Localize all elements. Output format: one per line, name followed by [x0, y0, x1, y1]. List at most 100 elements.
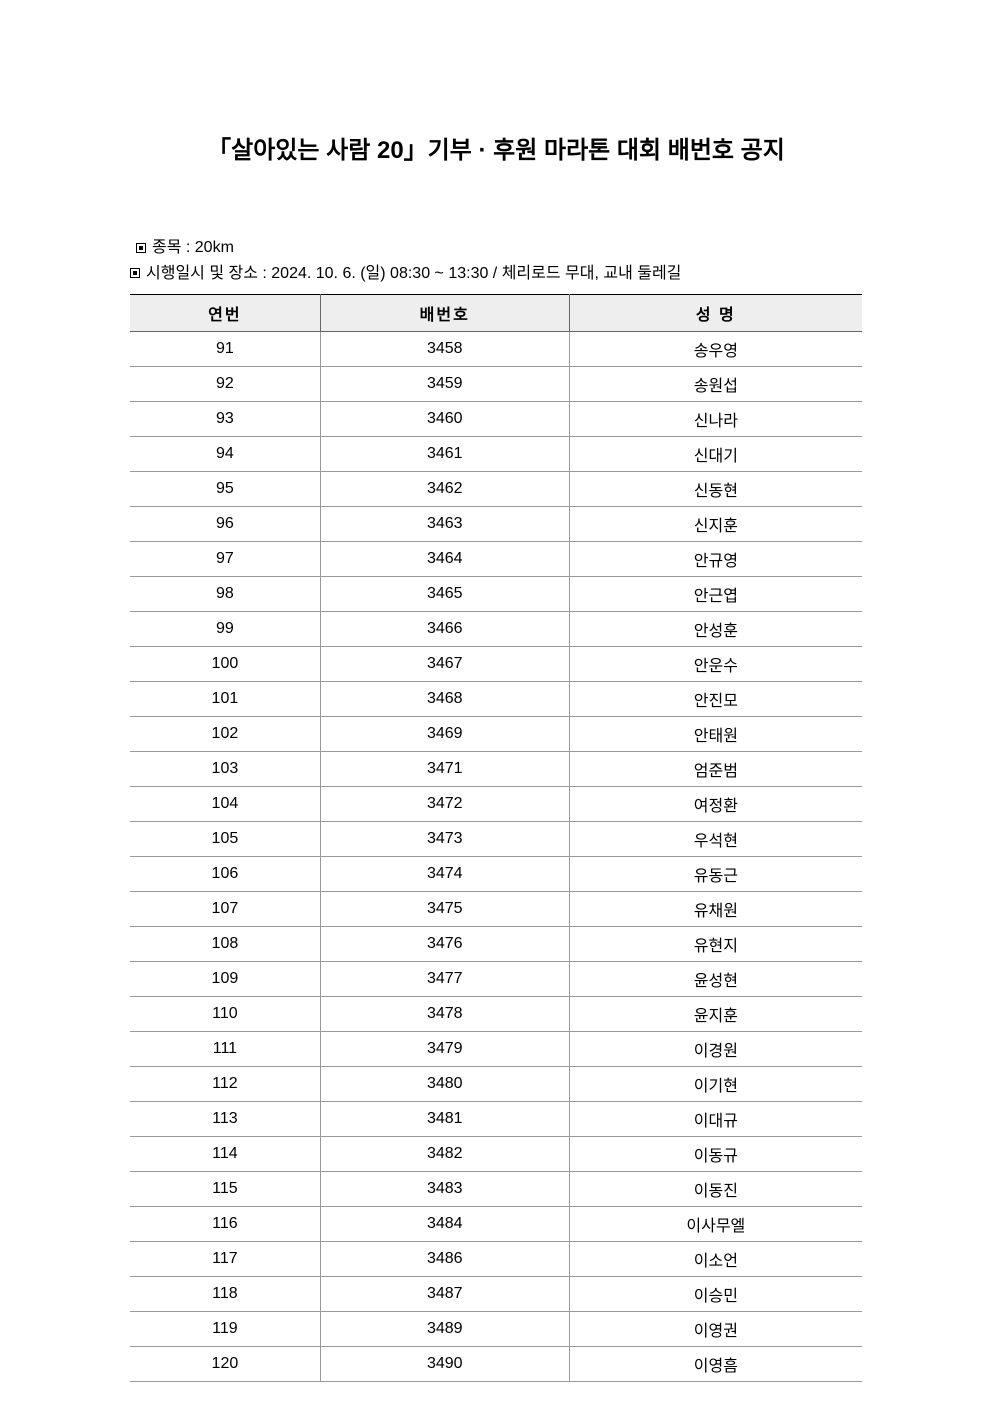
- cell-number: 106: [130, 857, 320, 892]
- table-row: 1203490이영흠: [130, 1347, 862, 1382]
- cell-name: 이기현: [569, 1067, 862, 1102]
- cell-bib: 3483: [320, 1172, 569, 1207]
- table-row: 933460신나라: [130, 402, 862, 437]
- table-row: 993466안성훈: [130, 612, 862, 647]
- cell-name: 신지훈: [569, 507, 862, 542]
- bullet-icon: [136, 243, 146, 253]
- cell-bib: 3467: [320, 647, 569, 682]
- table-row: 1113479이경원: [130, 1032, 862, 1067]
- cell-name: 안진모: [569, 682, 862, 717]
- table-header-row: 연번 배번호 성 명: [130, 295, 862, 332]
- cell-number: 96: [130, 507, 320, 542]
- table-row: 973464안규영: [130, 542, 862, 577]
- cell-bib: 3473: [320, 822, 569, 857]
- cell-name: 엄준범: [569, 752, 862, 787]
- cell-bib: 3487: [320, 1277, 569, 1312]
- cell-number: 108: [130, 927, 320, 962]
- table-row: 1173486이소언: [130, 1242, 862, 1277]
- cell-name: 유채원: [569, 892, 862, 927]
- column-header-name: 성 명: [569, 295, 862, 332]
- table-row: 923459송원섭: [130, 367, 862, 402]
- cell-bib: 3475: [320, 892, 569, 927]
- cell-name: 우석현: [569, 822, 862, 857]
- cell-name: 송우영: [569, 332, 862, 367]
- table-row: 1083476유현지: [130, 927, 862, 962]
- cell-bib: 3465: [320, 577, 569, 612]
- info-text-2: 시행일시 및 장소 : 2024. 10. 6. (일) 08:30 ~ 13:…: [146, 261, 681, 287]
- cell-bib: 3479: [320, 1032, 569, 1067]
- info-line-1: 종목 : 20km: [130, 235, 862, 261]
- cell-number: 94: [130, 437, 320, 472]
- cell-bib: 3463: [320, 507, 569, 542]
- cell-name: 이승민: [569, 1277, 862, 1312]
- cell-bib: 3464: [320, 542, 569, 577]
- cell-name: 유현지: [569, 927, 862, 962]
- cell-bib: 3480: [320, 1067, 569, 1102]
- table-row: 953462신동현: [130, 472, 862, 507]
- table-row: 1003467안운수: [130, 647, 862, 682]
- cell-name: 안근엽: [569, 577, 862, 612]
- info-text-1: 종목 : 20km: [152, 235, 234, 261]
- cell-bib: 3474: [320, 857, 569, 892]
- table-row: 983465안근엽: [130, 577, 862, 612]
- cell-bib: 3490: [320, 1347, 569, 1382]
- table-row: 963463신지훈: [130, 507, 862, 542]
- cell-name: 이영흠: [569, 1347, 862, 1382]
- cell-name: 안규영: [569, 542, 862, 577]
- cell-name: 안성훈: [569, 612, 862, 647]
- table-row: 1063474유동근: [130, 857, 862, 892]
- cell-number: 92: [130, 367, 320, 402]
- info-line-2: 시행일시 및 장소 : 2024. 10. 6. (일) 08:30 ~ 13:…: [130, 261, 862, 287]
- cell-bib: 3472: [320, 787, 569, 822]
- table-row: 943461신대기: [130, 437, 862, 472]
- cell-name: 안운수: [569, 647, 862, 682]
- cell-number: 110: [130, 997, 320, 1032]
- cell-number: 118: [130, 1277, 320, 1312]
- cell-bib: 3460: [320, 402, 569, 437]
- table-row: 1033471엄준범: [130, 752, 862, 787]
- cell-name: 이사무엘: [569, 1207, 862, 1242]
- cell-bib: 3458: [320, 332, 569, 367]
- cell-name: 신나라: [569, 402, 862, 437]
- cell-name: 이소언: [569, 1242, 862, 1277]
- cell-bib: 3471: [320, 752, 569, 787]
- cell-bib: 3478: [320, 997, 569, 1032]
- cell-number: 120: [130, 1347, 320, 1382]
- cell-number: 116: [130, 1207, 320, 1242]
- cell-number: 104: [130, 787, 320, 822]
- cell-bib: 3466: [320, 612, 569, 647]
- cell-number: 109: [130, 962, 320, 997]
- info-block: 종목 : 20km 시행일시 및 장소 : 2024. 10. 6. (일) 0…: [130, 235, 862, 286]
- table-body: 913458송우영923459송원섭933460신나라943461신대기9534…: [130, 332, 862, 1382]
- cell-number: 107: [130, 892, 320, 927]
- cell-number: 93: [130, 402, 320, 437]
- cell-number: 119: [130, 1312, 320, 1347]
- cell-number: 99: [130, 612, 320, 647]
- cell-number: 100: [130, 647, 320, 682]
- table-row: 1163484이사무엘: [130, 1207, 862, 1242]
- cell-number: 114: [130, 1137, 320, 1172]
- cell-number: 97: [130, 542, 320, 577]
- cell-bib: 3476: [320, 927, 569, 962]
- cell-number: 98: [130, 577, 320, 612]
- cell-number: 115: [130, 1172, 320, 1207]
- cell-number: 105: [130, 822, 320, 857]
- table-row: 1153483이동진: [130, 1172, 862, 1207]
- cell-name: 윤성현: [569, 962, 862, 997]
- table-row: 1043472여정환: [130, 787, 862, 822]
- cell-bib: 3482: [320, 1137, 569, 1172]
- cell-name: 유동근: [569, 857, 862, 892]
- cell-number: 113: [130, 1102, 320, 1137]
- cell-name: 윤지훈: [569, 997, 862, 1032]
- table-row: 1143482이동규: [130, 1137, 862, 1172]
- table-row: 1013468안진모: [130, 682, 862, 717]
- cell-name: 신대기: [569, 437, 862, 472]
- bib-table: 연번 배번호 성 명 913458송우영923459송원섭933460신나라94…: [130, 294, 862, 1382]
- table-row: 1123480이기현: [130, 1067, 862, 1102]
- cell-bib: 3469: [320, 717, 569, 752]
- table-row: 1133481이대규: [130, 1102, 862, 1137]
- cell-bib: 3484: [320, 1207, 569, 1242]
- cell-name: 이경원: [569, 1032, 862, 1067]
- cell-number: 103: [130, 752, 320, 787]
- bullet-icon: [130, 268, 140, 278]
